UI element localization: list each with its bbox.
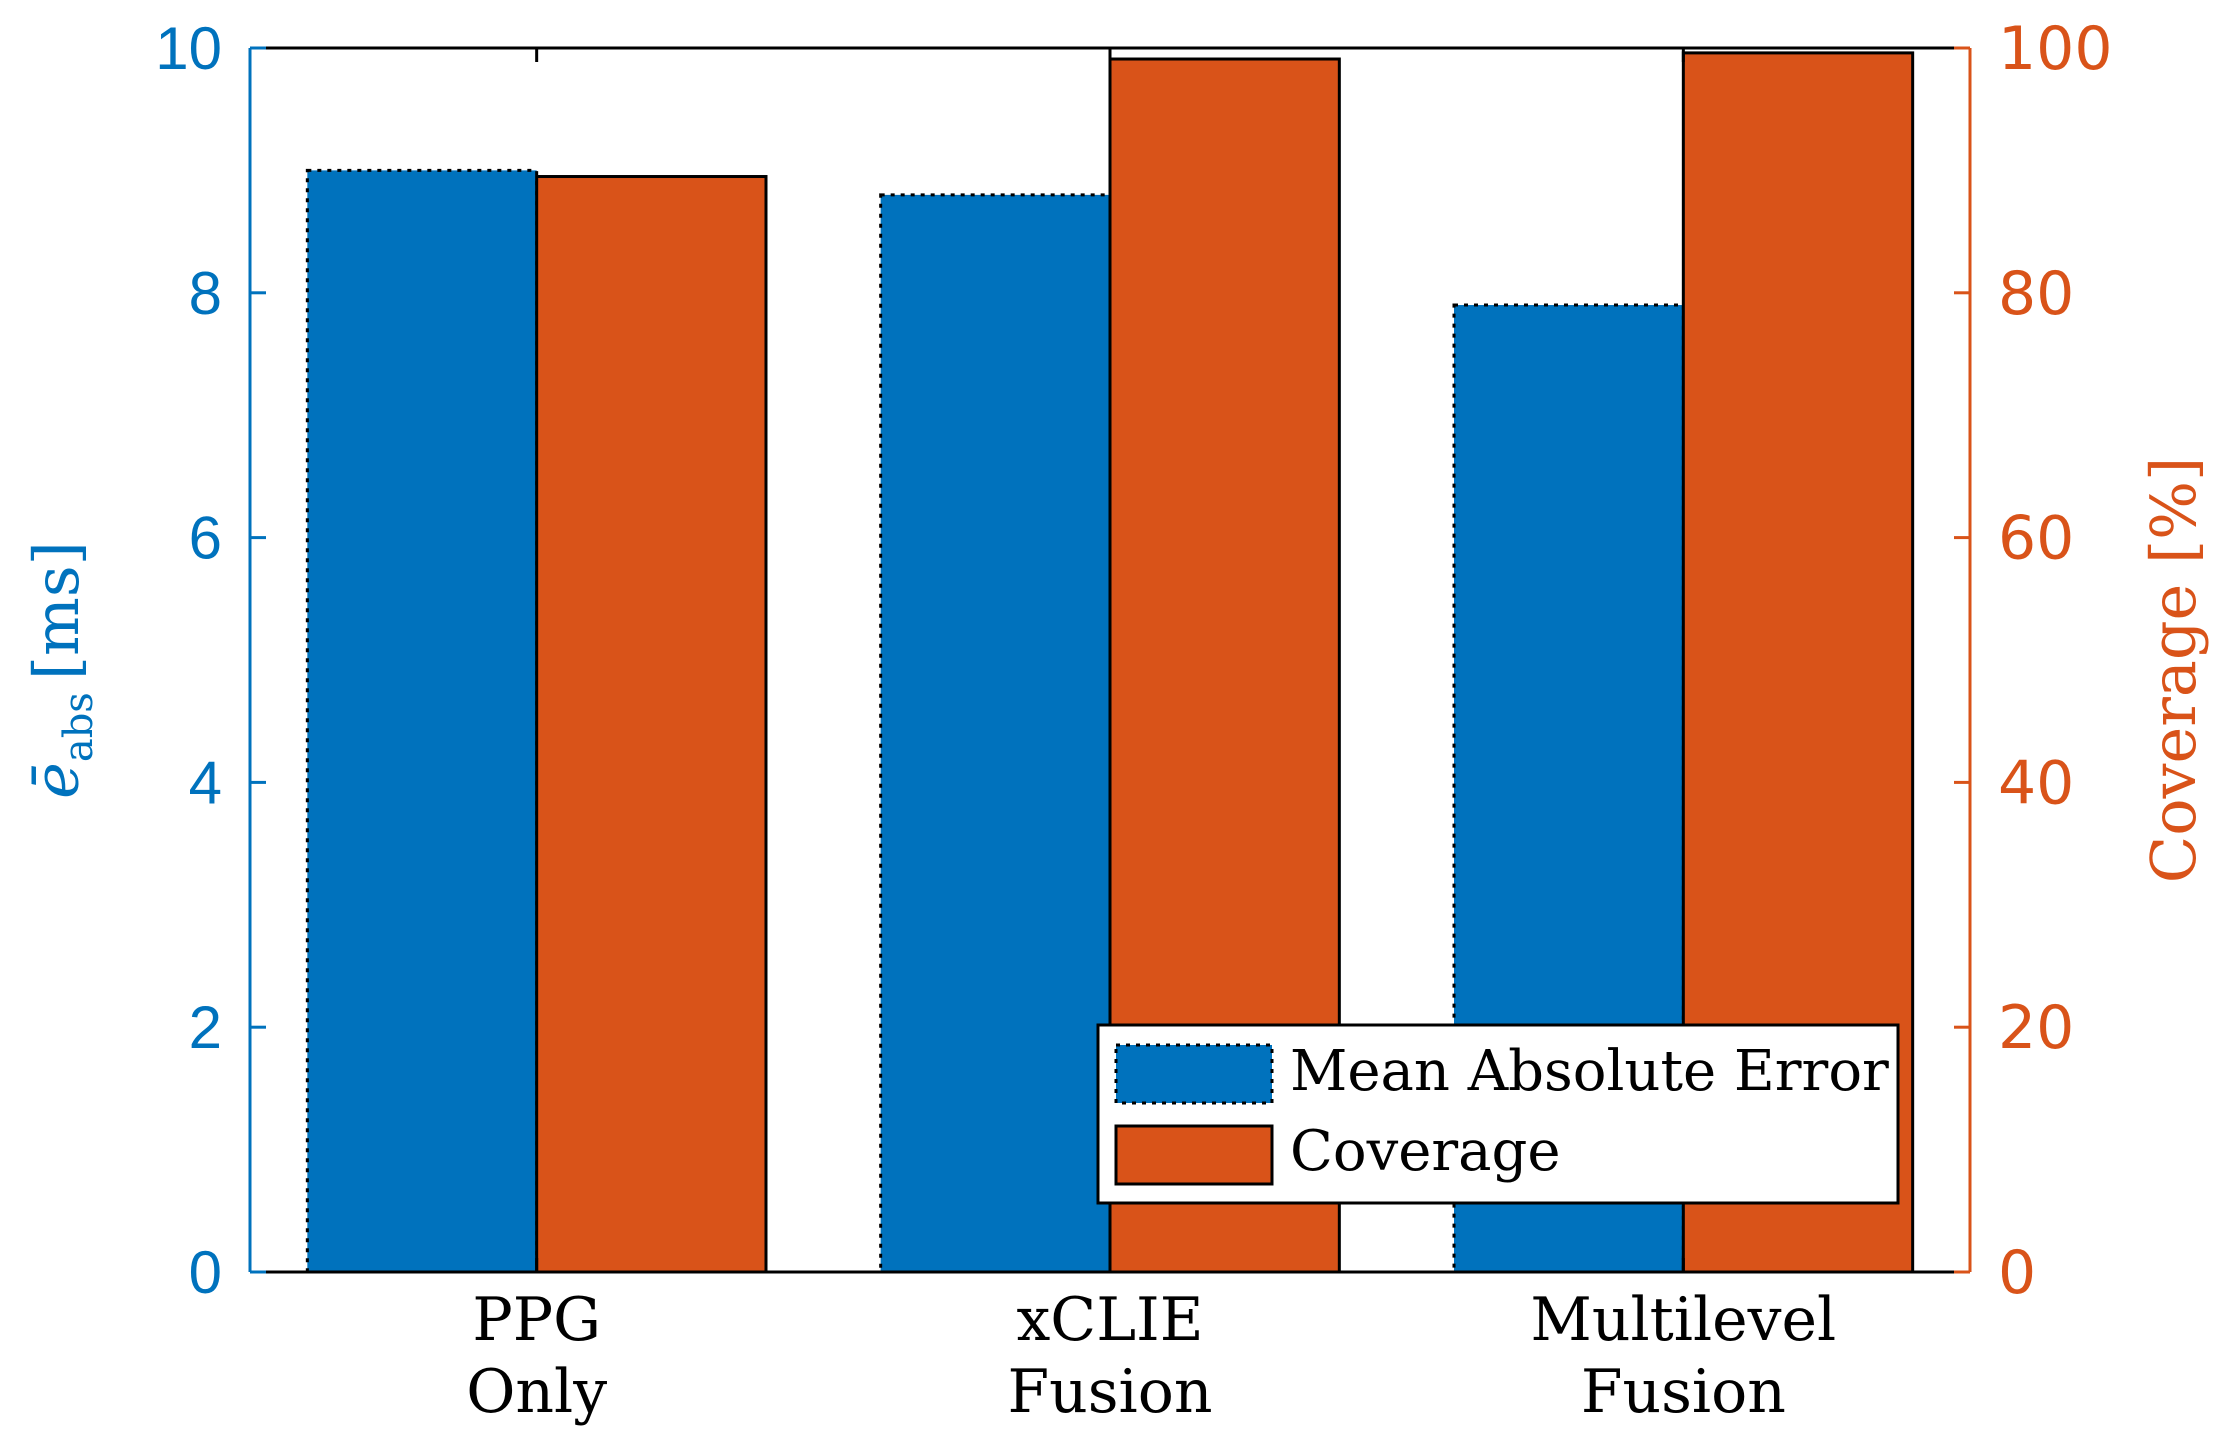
y-left-title-sub: abs <box>56 692 102 762</box>
category-label-2-line1: Fusion <box>1581 1357 1786 1427</box>
y-left-title-unit: [ms] <box>20 541 93 680</box>
y-right-tick-label-60: 60 <box>1998 504 2074 574</box>
category-label-2-line0: Multilevel <box>1530 1285 1836 1355</box>
y-axis-right-title: Coverage [%] <box>2137 457 2210 883</box>
legend-swatch-mae <box>1114 1043 1274 1105</box>
bar-mean-absolute-error-0 <box>305 168 539 1274</box>
y-right-tick-label-20: 20 <box>1998 993 2074 1063</box>
legend-label-mae: Mean Absolute Error <box>1290 1039 1889 1104</box>
category-label-0-line0: PPG <box>472 1285 601 1355</box>
y-left-tick-label-6: 6 <box>189 505 222 572</box>
y-right-tick-label-80: 80 <box>1998 259 2074 329</box>
bar-coverage-0 <box>535 175 768 1274</box>
bar-mean-absolute-error-1 <box>879 193 1112 1274</box>
y-left-tick-label-10: 10 <box>155 15 222 82</box>
category-label-0-line1: Only <box>466 1357 607 1427</box>
legend-swatch-coverage <box>1114 1124 1274 1186</box>
y-left-title-main: ē <box>20 762 93 799</box>
y-axis-left-title: ēabs [ms] <box>20 541 102 799</box>
category-label-1-line1: Fusion <box>1007 1357 1212 1427</box>
y-right-tick-label-40: 40 <box>1998 748 2074 818</box>
y-right-tick-label-100: 100 <box>1998 14 2113 84</box>
y-left-tick-label-0: 0 <box>189 1239 222 1306</box>
legend: Mean Absolute Error Coverage <box>1096 1023 1900 1205</box>
legend-label-coverage: Coverage <box>1290 1119 1560 1184</box>
y-left-tick-label-2: 2 <box>189 994 222 1061</box>
y-left-tick-label-8: 8 <box>189 260 222 327</box>
y-left-tick-label-4: 4 <box>189 749 222 816</box>
y-right-tick-label-0: 0 <box>1998 1238 2036 1308</box>
category-label-1-line0: xCLIE <box>1016 1285 1203 1355</box>
